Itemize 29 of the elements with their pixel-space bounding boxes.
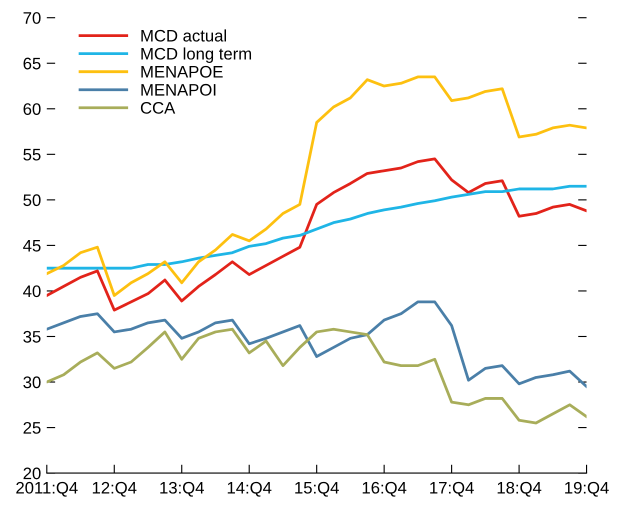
y-tick-label: 60 [24,103,41,115]
y-tick-label: 35 [23,330,41,343]
y-tick-label: 70 [24,12,41,24]
y-tick-label: 55 [23,148,41,161]
legend-label: MENAPOE [141,66,223,78]
x-tick-label: 19:Q4 [565,482,609,497]
y-tick-label: 25 [24,422,41,434]
y-tick-label: 45 [23,240,41,252]
legend-label: MCD long term [141,47,252,63]
x-tick-label: 14:Q4 [228,482,272,497]
legend-label: MENAPOI [141,84,216,96]
x-tick-label: 17:Q4 [430,482,474,497]
x-tick-label: 15:Q4 [295,482,339,497]
y-tick-label: 30 [23,376,41,388]
x-tick-label: 2011:Q4 [16,482,78,497]
x-tick-label: 13:Q4 [160,482,204,497]
legend-label: CCA [140,102,176,114]
x-tick-label: 18:Q4 [498,482,542,497]
legend-label: MCD actual [141,29,226,42]
y-tick-label: 40 [23,285,41,298]
x-tick-label: 12:Q4 [92,482,136,497]
line-series [46,328,587,424]
line-series [46,300,587,388]
y-tick-label: 20 [24,468,41,480]
y-tick-label: 65 [24,58,41,70]
y-tick-label: 50 [23,194,41,206]
x-tick-label: 16:Q4 [362,482,406,497]
line-series [46,184,587,270]
line-series [46,157,587,312]
